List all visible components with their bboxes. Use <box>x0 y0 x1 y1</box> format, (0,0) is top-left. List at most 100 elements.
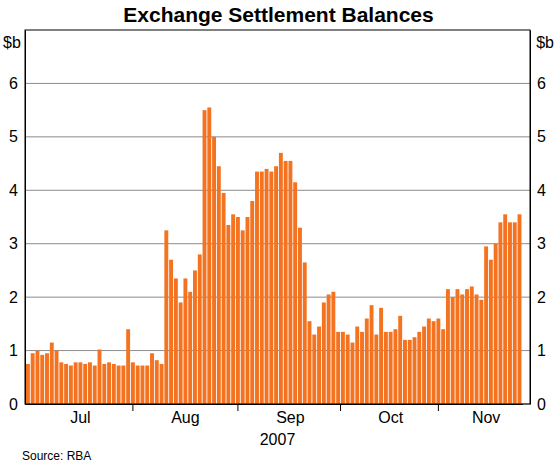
bar <box>255 172 259 404</box>
bar <box>26 364 30 404</box>
bar <box>327 294 331 404</box>
bar <box>355 327 359 404</box>
tick-label: Oct <box>378 409 403 426</box>
bar <box>470 286 474 404</box>
bar <box>379 308 383 404</box>
bar <box>432 321 436 404</box>
bar <box>78 362 82 404</box>
tick-label: 1 <box>537 342 546 359</box>
tick: 3 <box>530 235 546 252</box>
tick-label: 2 <box>537 289 546 306</box>
bar <box>207 107 211 404</box>
bar <box>427 319 431 404</box>
bars <box>26 107 522 404</box>
bar <box>288 161 292 404</box>
bar <box>55 351 59 404</box>
bar <box>475 294 479 404</box>
tick: 0 <box>530 396 546 413</box>
y-axis-right: 0 1 2 3 4 5 6 <box>530 31 546 413</box>
tick-label: Nov <box>472 409 500 426</box>
bar <box>36 351 40 404</box>
bar <box>422 327 426 404</box>
bar <box>518 214 522 404</box>
tick: 2 <box>9 289 25 306</box>
bar <box>188 292 192 404</box>
bar <box>503 214 507 404</box>
tick-label: 5 <box>537 128 546 145</box>
bar <box>74 362 78 404</box>
bar <box>508 222 512 404</box>
bar <box>408 340 412 404</box>
bar <box>150 353 154 404</box>
bar <box>241 230 245 404</box>
bar <box>436 319 440 404</box>
bar <box>40 355 44 404</box>
plot: 01234560123456JulAugSepOctNov <box>9 30 546 426</box>
bar <box>246 217 250 404</box>
tick-label: Aug <box>171 409 199 426</box>
y-axis-left: 0123456 <box>9 31 25 413</box>
bar <box>193 270 197 404</box>
bar <box>513 222 517 404</box>
bar <box>121 366 125 404</box>
tick: Nov <box>472 404 500 426</box>
bar <box>274 166 278 404</box>
axis-line <box>530 31 531 405</box>
bar <box>417 332 421 404</box>
tick: Jul <box>70 404 90 426</box>
tick: 2 <box>530 289 546 306</box>
grid-line <box>25 136 530 137</box>
grid <box>25 83 530 404</box>
bar <box>117 366 121 404</box>
month-separator <box>340 404 341 411</box>
tick-label: 4 <box>9 182 18 199</box>
bar <box>389 332 393 404</box>
bar <box>265 169 269 404</box>
tick-label: 5 <box>9 128 18 145</box>
bar <box>64 364 68 404</box>
bar <box>174 278 178 404</box>
tick-label: 6 <box>537 75 546 92</box>
bar <box>298 228 302 404</box>
tick: 1 <box>9 342 25 359</box>
bar <box>346 335 350 404</box>
bar <box>317 327 321 404</box>
bar <box>217 166 221 404</box>
x-label: 2007 <box>260 431 296 448</box>
title: Exchange Settlement Balances <box>123 3 433 26</box>
bar <box>102 364 106 404</box>
tick: 3 <box>9 235 25 252</box>
bar <box>279 153 283 404</box>
y-unit-right: $b <box>536 34 554 51</box>
bar <box>456 289 460 404</box>
bar <box>231 214 235 404</box>
tick: 5 <box>9 128 25 145</box>
tick-label: 0 <box>537 396 546 413</box>
source: Source: RBA <box>22 449 91 463</box>
bar <box>59 362 63 404</box>
bar <box>155 360 159 404</box>
tick-label: 4 <box>537 182 546 199</box>
bar <box>284 161 288 404</box>
bar <box>484 246 488 404</box>
tick: 1 <box>530 342 546 359</box>
tick: 5 <box>530 128 546 145</box>
tick-label: 6 <box>9 75 18 92</box>
bar <box>198 254 202 404</box>
tick: 4 <box>530 182 546 199</box>
bar <box>45 353 49 404</box>
bar <box>203 110 207 404</box>
bar <box>336 332 340 404</box>
bar <box>136 366 140 404</box>
bar <box>303 262 307 404</box>
month-separators <box>133 404 438 411</box>
bar <box>164 230 168 404</box>
bar <box>141 366 145 404</box>
bar <box>351 343 355 404</box>
bar <box>465 289 469 404</box>
bar <box>88 362 92 404</box>
tick: Aug <box>171 404 199 426</box>
bar <box>293 182 297 404</box>
tick: Oct <box>378 404 403 426</box>
axis-line <box>26 404 523 405</box>
